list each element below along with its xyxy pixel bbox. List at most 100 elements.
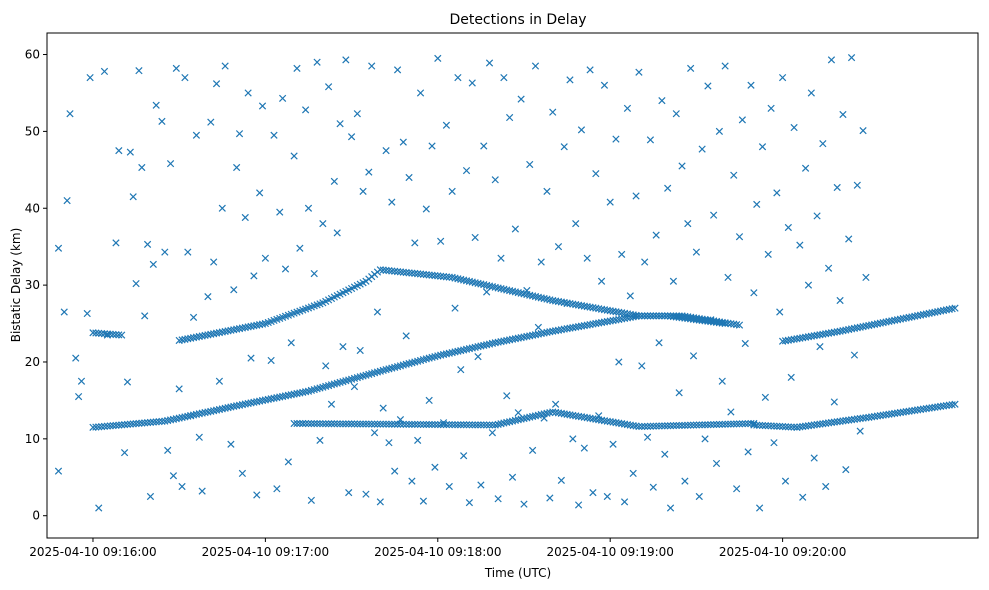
data-point-61 <box>261 254 270 262</box>
data-point-290 <box>146 418 155 427</box>
data-point-128 <box>457 366 465 374</box>
data-point-188 <box>629 469 637 478</box>
data-point-16 <box>123 378 132 386</box>
data-point-982 <box>727 420 735 428</box>
data-point-590 <box>445 273 453 281</box>
data-point-764 <box>796 423 804 431</box>
data-point-776 <box>830 418 838 426</box>
data-point-889 <box>460 421 468 429</box>
data-point-962 <box>669 421 678 430</box>
data-point-87 <box>339 342 347 351</box>
data-point-189 <box>632 192 640 200</box>
data-point-892 <box>468 421 476 429</box>
data-point-568 <box>382 266 390 274</box>
data-point-2 <box>60 308 68 316</box>
plot-area <box>54 53 959 512</box>
data-point-671 <box>678 314 686 322</box>
data-point-702 <box>822 330 830 338</box>
data-point-453 <box>615 315 623 324</box>
data-point-38 <box>189 313 198 322</box>
data-point-448 <box>600 318 609 326</box>
data-point-239 <box>776 308 784 316</box>
data-point-148 <box>514 409 522 417</box>
data-point-284 <box>129 420 137 428</box>
data-point-872 <box>411 420 419 429</box>
data-point-265 <box>850 351 859 359</box>
data-point-769 <box>810 421 818 429</box>
data-point-851 <box>350 420 359 428</box>
data-point-869 <box>402 420 410 428</box>
data-point-813 <box>937 402 945 411</box>
data-point-88 <box>342 56 350 64</box>
data-point-772 <box>819 420 827 428</box>
data-point-100 <box>376 498 384 506</box>
data-point-975 <box>707 421 715 429</box>
data-point-693 <box>796 334 804 342</box>
data-point-443 <box>586 320 594 329</box>
data-point-800 <box>899 408 907 416</box>
data-point-281 <box>120 420 129 429</box>
data-point-840 <box>319 420 327 428</box>
data-point-867 <box>396 420 405 428</box>
data-point-773 <box>822 419 830 427</box>
data-point-34 <box>178 482 186 491</box>
data-point-795 <box>885 410 893 418</box>
data-point-94 <box>359 187 367 195</box>
data-point-680 <box>704 317 712 325</box>
data-point-65 <box>276 208 284 216</box>
data-point-979 <box>718 420 726 428</box>
data-point-74 <box>301 106 310 114</box>
data-point-870 <box>405 420 413 428</box>
y-tick-label-2: 20 <box>25 355 40 369</box>
data-point-573 <box>396 268 405 276</box>
data-point-966 <box>681 421 689 429</box>
data-point-28 <box>161 248 169 256</box>
data-point-289 <box>143 419 152 427</box>
data-point-95 <box>362 490 370 498</box>
data-point-125 <box>448 187 456 195</box>
data-point-954 <box>646 422 655 430</box>
data-point-442 <box>583 321 591 329</box>
data-point-699 <box>813 331 821 339</box>
data-point-798 <box>893 409 902 417</box>
data-point-454 <box>618 315 626 323</box>
data-point-973 <box>701 421 709 429</box>
data-point-894 <box>474 421 482 429</box>
data-point-959 <box>661 422 669 430</box>
data-point-212 <box>698 145 706 153</box>
data-point-47 <box>218 204 226 212</box>
data-point-96 <box>365 168 373 176</box>
data-point-431 <box>551 327 560 335</box>
data-point-226 <box>738 116 747 124</box>
data-point-41 <box>198 487 206 495</box>
data-point-169 <box>574 501 583 509</box>
data-point-839 <box>316 420 324 428</box>
data-point-952 <box>641 422 649 431</box>
data-point-936 <box>595 416 603 424</box>
data-point-566 <box>376 266 384 274</box>
data-point-493 <box>730 320 738 328</box>
data-point-792 <box>876 411 884 420</box>
data-point-986 <box>738 420 747 428</box>
data-point-277 <box>109 421 117 430</box>
data-point-192 <box>641 258 649 266</box>
data-point-268 <box>859 126 867 135</box>
data-point-925 <box>563 410 571 419</box>
data-point-190 <box>635 68 643 76</box>
data-point-491 <box>724 319 732 327</box>
data-point-586 <box>434 272 442 280</box>
data-point-261 <box>839 110 847 119</box>
data-point-820 <box>92 329 100 337</box>
data-point-209 <box>689 352 698 360</box>
data-point-810 <box>928 404 936 412</box>
data-point-259 <box>833 183 841 192</box>
data-point-570 <box>388 267 396 275</box>
data-point-216 <box>710 211 718 219</box>
data-point-641 <box>592 304 600 312</box>
data-point-287 <box>138 419 146 427</box>
data-point-105 <box>391 467 399 475</box>
data-point-935 <box>592 415 600 423</box>
data-point-113 <box>414 436 422 445</box>
data-point-231 <box>753 200 761 209</box>
